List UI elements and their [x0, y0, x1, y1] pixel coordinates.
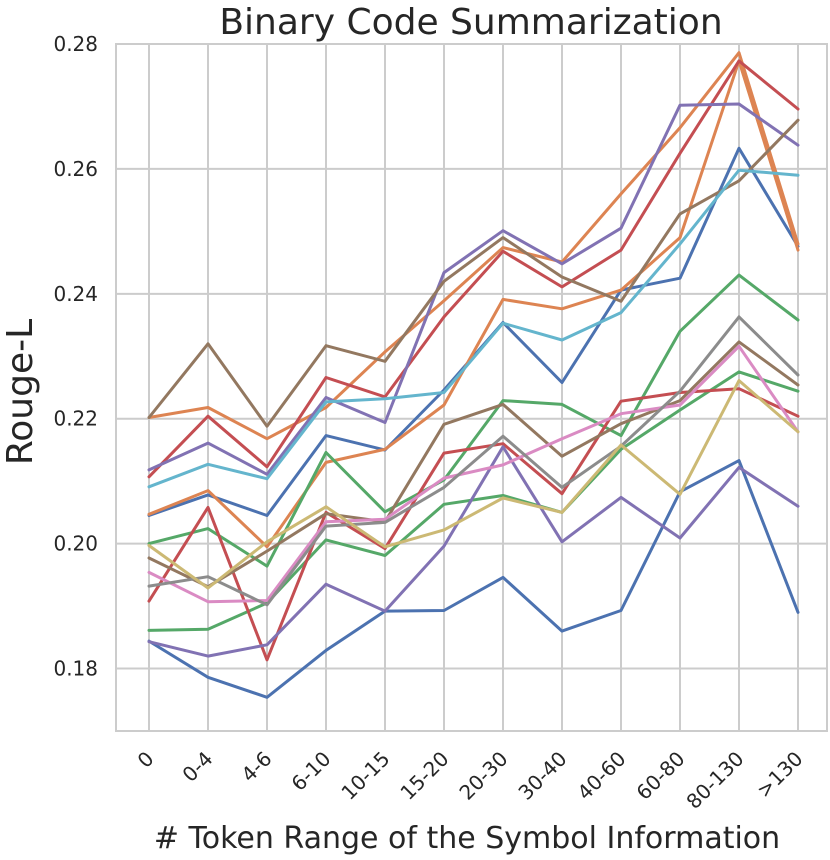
- series-line-series-11: [147, 118, 800, 428]
- y-tick-label: 0.22: [53, 407, 98, 431]
- x-tick-label: 0: [133, 747, 159, 773]
- series-line-series-9: [147, 445, 800, 658]
- series-line-series-15: [147, 379, 800, 590]
- x-tick-label: 15-20: [395, 747, 453, 805]
- plot-frame: [116, 44, 827, 731]
- series-line-series-8: [147, 59, 800, 479]
- x-axis-label: # Token Range of the Symbol Information: [154, 821, 780, 856]
- plot-border: [115, 43, 828, 732]
- series-line-series-10: [147, 102, 800, 476]
- y-tick-label: 0.28: [53, 32, 98, 56]
- series-line-series-16: [147, 168, 800, 489]
- x-tick-label: 40-60: [572, 747, 630, 805]
- x-tick-label: 30-40: [513, 747, 571, 805]
- x-tick-label: >130: [752, 747, 808, 803]
- y-axis-ticks: 0.18 0.20 0.22 0.24 0.26 0.28: [53, 32, 98, 681]
- y-tick-label: 0.26: [53, 157, 98, 181]
- x-tick-label: 80-130: [681, 747, 748, 814]
- x-tick-label: 10-15: [336, 747, 394, 805]
- x-tick-label: 20-30: [454, 747, 512, 805]
- chart-title: Binary Code Summarization: [219, 2, 722, 43]
- series-layer: [147, 51, 800, 699]
- x-tick-label: 0-4: [177, 747, 217, 787]
- x-tick-label: 6-10: [286, 747, 335, 796]
- plot-area: [115, 43, 828, 732]
- y-tick-label: 0.20: [53, 532, 98, 556]
- grid-layer: [115, 43, 828, 732]
- y-axis-label: Rouge-L: [0, 319, 41, 465]
- series-line-series-5: [147, 370, 800, 632]
- y-tick-label: 0.18: [53, 657, 98, 681]
- series-line-series-1: [147, 459, 800, 699]
- series-line-series-6: [147, 273, 800, 568]
- x-tick-label: 4-6: [236, 747, 276, 787]
- series-line-series-12: [147, 340, 800, 589]
- x-axis-ticks: 0 0-4 4-6 6-10 10-15 15-20 20-30 30-40 40-60 60-8…: [133, 747, 808, 814]
- series-line-series-14: [147, 315, 800, 607]
- y-tick-label: 0.24: [53, 282, 98, 306]
- series-line-series-3: [147, 51, 800, 441]
